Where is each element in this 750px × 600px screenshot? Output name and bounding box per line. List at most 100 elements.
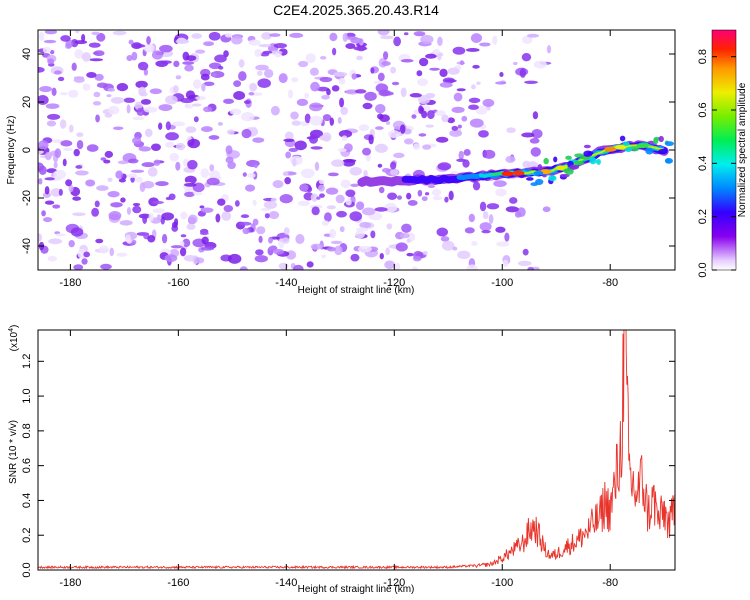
ridge-blob (533, 170, 544, 176)
snr-x-ticks: -180 -160 -140 -120 -100 -80 (59, 330, 618, 589)
noise-blob (95, 114, 100, 123)
noise-blob (439, 68, 448, 78)
noise-blob (127, 158, 139, 164)
noise-blob (135, 80, 148, 89)
noise-blob (60, 35, 71, 42)
noise-blob (165, 132, 179, 141)
noise-blob (378, 186, 385, 194)
noise-blob (364, 91, 377, 102)
noise-blob (345, 198, 352, 206)
snr-line (38, 330, 675, 570)
ridge-blob (537, 164, 543, 171)
ridge-blob (563, 168, 569, 174)
noise-blob (418, 57, 429, 67)
noise-blob (161, 233, 168, 244)
colorbar-tick-label: 0.0 (697, 262, 709, 277)
noise-blob (330, 240, 343, 245)
noise-blob (65, 179, 73, 187)
noise-blob (278, 73, 288, 84)
noise-blob (89, 58, 104, 62)
noise-blob (50, 187, 63, 197)
snr-x-tick-label: -100 (491, 577, 513, 589)
snr-x-tick-label: -120 (383, 577, 405, 589)
noise-blob (52, 139, 63, 144)
noise-blob (350, 253, 360, 262)
noise-blob (85, 179, 96, 187)
spectrogram-y-tick-label: -20 (21, 190, 33, 206)
noise-blob (256, 226, 266, 235)
noise-blob (242, 172, 247, 177)
noise-blob (325, 187, 339, 195)
ridge-blob (553, 156, 558, 163)
noise-blob (132, 202, 141, 207)
noise-blob (74, 30, 80, 34)
noise-blob (274, 53, 282, 58)
noise-blob (340, 179, 351, 189)
noise-blob (199, 205, 205, 209)
noise-blob (375, 104, 386, 114)
noise-blob (468, 104, 479, 110)
noise-blob (399, 124, 406, 134)
noise-blob (76, 140, 84, 150)
noise-blob (39, 86, 53, 93)
noise-blob (268, 211, 280, 220)
noise-blob (218, 65, 224, 70)
noise-blob (68, 184, 74, 193)
noise-blob (158, 104, 173, 112)
noise-blob (118, 178, 126, 183)
noise-blob (401, 223, 412, 233)
snr-y-tick-label: 0.2 (21, 528, 33, 543)
noise-blob (278, 262, 289, 270)
noise-blob (141, 181, 155, 189)
noise-blob (337, 148, 347, 152)
noise-blob (341, 135, 348, 141)
noise-blob (466, 264, 478, 270)
noise-blob (96, 32, 106, 42)
noise-blob (217, 198, 226, 206)
noise-blob (165, 95, 178, 105)
noise-blob (175, 39, 190, 44)
noise-blob (316, 86, 330, 92)
noise-blob (311, 206, 320, 216)
noise-blob (437, 162, 452, 171)
noise-blob (137, 61, 149, 71)
noise-blob (96, 185, 109, 191)
noise-blob (365, 153, 371, 162)
noise-blob (195, 96, 207, 101)
noise-blob (193, 192, 203, 196)
noise-blob (42, 46, 52, 54)
noise-blob (100, 157, 107, 161)
noise-blob (296, 98, 309, 106)
noise-blob (427, 110, 435, 120)
noise-blob (509, 197, 518, 204)
spectrogram-y-tick-label: 20 (21, 96, 33, 108)
noise-blob (524, 80, 539, 84)
noise-blob (425, 53, 437, 59)
noise-blob (449, 129, 463, 137)
noise-blob (187, 138, 201, 149)
noise-blob (255, 64, 269, 71)
colorbar: 0.0 0.2 0.4 0.6 0.8 Normalized spectral ampl… (697, 29, 748, 278)
noise-blob (422, 144, 432, 150)
colorbar-label: Normalized spectral amplitude (737, 82, 748, 217)
noise-blob (479, 222, 492, 231)
noise-blob (345, 189, 356, 197)
noise-blob (418, 133, 427, 137)
noise-blob (225, 156, 234, 164)
noise-blob (160, 60, 172, 64)
noise-blob (71, 62, 77, 71)
noise-blob (63, 147, 73, 151)
noise-blob (284, 131, 294, 141)
noise-blob (175, 75, 182, 80)
noise-blob (351, 73, 357, 80)
snr-y-tick-label: 1.0 (21, 388, 33, 403)
spectrogram-x-label: Height of straight line (km) (298, 285, 415, 296)
noise-blob (406, 192, 412, 200)
noise-blob (38, 66, 45, 73)
noise-blob (390, 66, 397, 74)
noise-blob (412, 266, 418, 270)
noise-blob (192, 79, 202, 89)
snr-y-ticks: 0.0 0.2 0.4 0.6 0.8 1.0 1.2 (21, 354, 675, 578)
noise-blob (462, 159, 470, 168)
noise-blob (106, 94, 112, 98)
